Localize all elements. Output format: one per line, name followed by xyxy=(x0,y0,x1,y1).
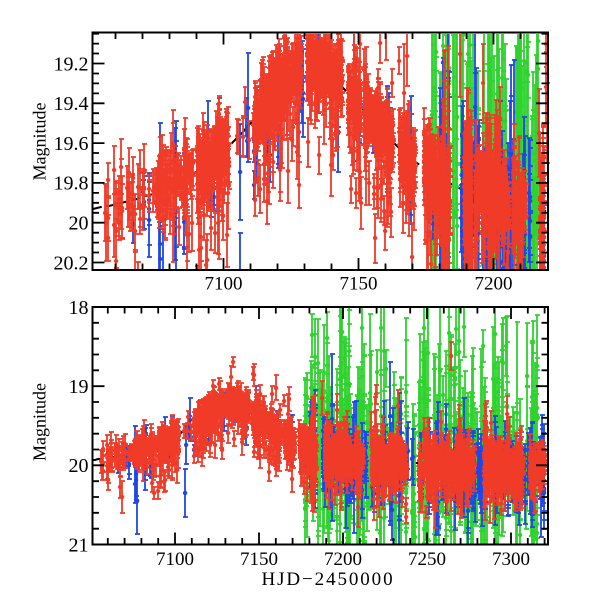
svg-text:Magnitude: Magnitude xyxy=(30,383,50,461)
svg-text:7250: 7250 xyxy=(408,549,446,570)
svg-text:7300: 7300 xyxy=(492,549,530,570)
svg-text:7200: 7200 xyxy=(324,549,362,570)
svg-text:18: 18 xyxy=(69,297,89,319)
svg-text:19: 19 xyxy=(69,376,89,398)
svg-text:7100: 7100 xyxy=(156,549,194,570)
svg-text:19.6: 19.6 xyxy=(54,133,89,155)
svg-text:21: 21 xyxy=(69,534,89,556)
svg-text:7200: 7200 xyxy=(475,274,513,295)
svg-text:20.2: 20.2 xyxy=(54,252,89,274)
svg-text:7150: 7150 xyxy=(340,274,378,295)
svg-text:19.2: 19.2 xyxy=(54,53,89,75)
svg-text:7150: 7150 xyxy=(240,549,278,570)
svg-text:20: 20 xyxy=(69,455,89,477)
svg-text:20: 20 xyxy=(69,213,89,235)
svg-text:7100: 7100 xyxy=(205,274,243,295)
svg-text:Magnitude: Magnitude xyxy=(30,103,50,181)
svg-text:HJD−2450000: HJD−2450000 xyxy=(262,569,395,590)
svg-text:19.8: 19.8 xyxy=(54,173,89,195)
svg-text:19.4: 19.4 xyxy=(54,93,89,115)
